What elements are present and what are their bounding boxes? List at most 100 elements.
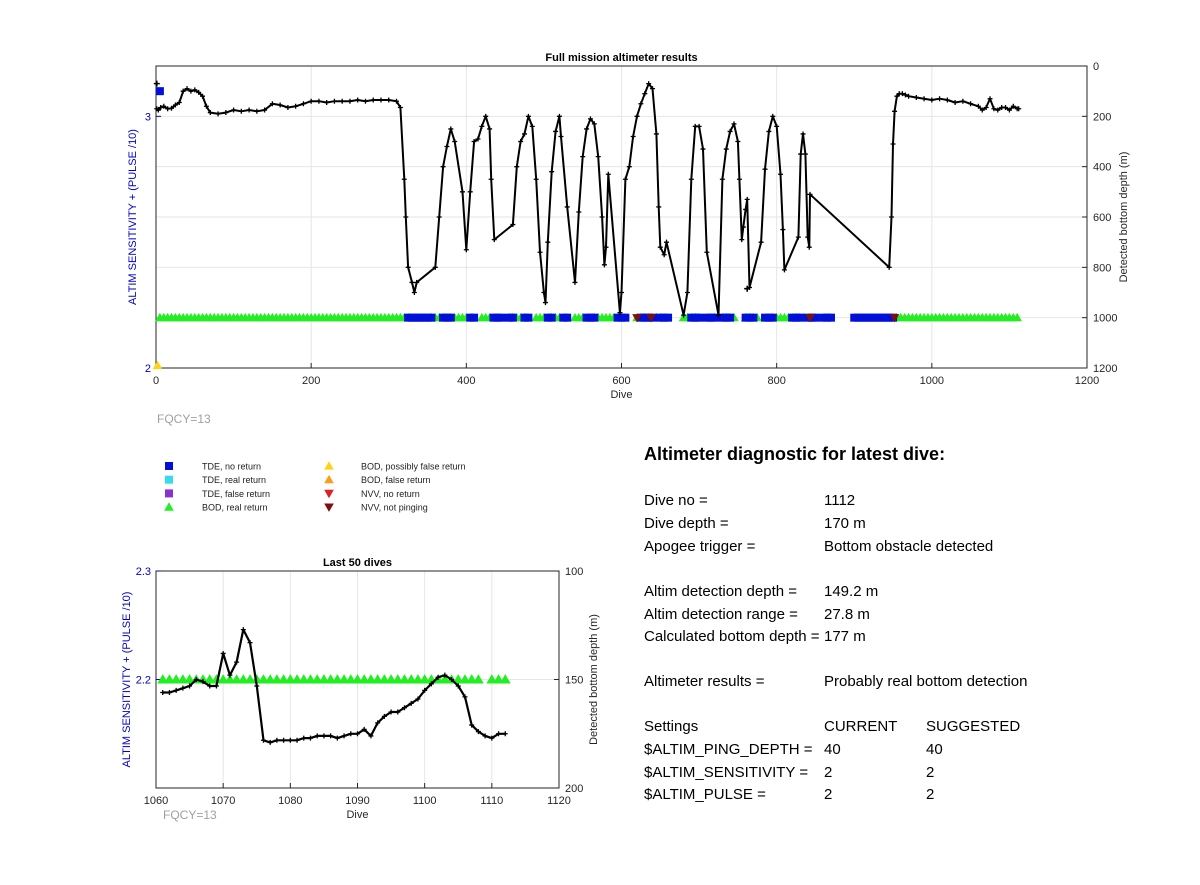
depth-point [207, 683, 213, 689]
depth-point [696, 123, 702, 129]
depth-point [246, 107, 252, 113]
legend-label: BOD, real return [202, 503, 268, 513]
depth-point [397, 105, 403, 111]
x-tick-label: 1100 [413, 795, 437, 807]
depth-point [166, 690, 172, 696]
legend-label: BOD, possibly false return [361, 462, 466, 472]
legend-square-marker [165, 489, 173, 498]
depth-point [960, 98, 966, 104]
depth-point [200, 679, 206, 685]
y-left-axis-label: ALTIM SENSITIVITY + (PULSE /10) [127, 129, 139, 305]
depth-point [603, 244, 609, 250]
depth-point [601, 262, 607, 268]
depth-point [564, 204, 570, 210]
depth-point [173, 687, 179, 693]
depth-point [491, 237, 497, 243]
depth-series-line [162, 628, 506, 744]
depth-point [471, 139, 477, 144]
current-header: CURRENT [824, 718, 898, 735]
apogee-label: Apogee trigger = [644, 538, 756, 555]
tde-no-return-marker [427, 313, 436, 322]
altim-depth-value: 149.2 m [824, 583, 879, 600]
depth-point [798, 151, 804, 157]
depth-point [778, 171, 784, 177]
depth-point [308, 98, 314, 104]
nvv-not-pinging-marker [805, 314, 815, 323]
depth-point [158, 105, 164, 111]
y-right-tick-label: 150 [565, 675, 583, 687]
depth-point [339, 98, 345, 104]
depth-point [979, 107, 985, 113]
nvv-not-pinging-marker [632, 314, 642, 323]
setting-current: 2 [824, 786, 833, 803]
depth-point [267, 739, 273, 745]
dive-no-value: 1112 [824, 492, 856, 509]
y-right-tick-label: 800 [1093, 262, 1111, 274]
tde-no-return-marker [768, 313, 777, 322]
depth-point [192, 87, 198, 93]
depth-point [572, 279, 578, 285]
depth-point [262, 107, 268, 113]
depth-point [723, 146, 729, 152]
tde-no-return-marker [497, 313, 506, 322]
y-right-tick-label: 600 [1093, 212, 1111, 224]
depth-point [231, 107, 237, 113]
depth-point [321, 733, 327, 739]
depth-point [892, 108, 898, 114]
depth-point [1010, 103, 1016, 109]
last-50-dives-chart: 1060 1070 1080 1090 1100 1110 1120 2.2 2.3 100 150… [121, 557, 600, 822]
depth-point [405, 264, 411, 270]
depth-point [944, 97, 950, 103]
depth-point [657, 244, 663, 250]
depth-point [487, 126, 493, 132]
depth-point [294, 737, 300, 743]
depth-point [213, 683, 219, 689]
y-right-tick-label: 200 [1093, 111, 1111, 123]
depth-point [300, 101, 306, 107]
depth-point [444, 144, 450, 150]
depth-point [731, 121, 737, 127]
depth-point [435, 674, 441, 680]
depth-point [469, 722, 475, 728]
legend-square-marker [165, 462, 173, 470]
bod-real-return-marker [473, 674, 484, 684]
depth-point [795, 234, 801, 240]
depth-point [160, 690, 166, 696]
setting-name: $ALTIM_PING_DEPTH = [644, 741, 813, 758]
depth-point [545, 239, 551, 245]
y-right-tick-label: 200 [565, 783, 583, 795]
tde-no-return-marker [826, 313, 835, 322]
depth-point [489, 735, 495, 741]
depth-point [432, 264, 438, 270]
depth-point [739, 237, 745, 243]
depth-point [781, 267, 787, 273]
depth-point [269, 101, 275, 107]
depth-point [254, 683, 260, 689]
x-tick-label: 1120 [547, 795, 571, 807]
depth-point [529, 123, 535, 129]
setting-suggested: 2 [926, 786, 935, 803]
depth-point [537, 249, 543, 255]
depth-outlier-point [744, 285, 751, 292]
x-axis-label: Dive [346, 809, 368, 821]
depth-point [902, 92, 908, 98]
depth-point [281, 737, 287, 743]
altim-range-value: 27.8 m [824, 606, 870, 623]
depth-point [807, 191, 813, 197]
full-mission-chart: 0 200 400 600 800 1000 1200 2 3 0 200 400 600 800 1000… [127, 52, 1130, 426]
depth-point [285, 105, 291, 111]
legend-triangle-up-marker [164, 502, 174, 511]
y-right-tick-label: 0 [1093, 61, 1099, 73]
depth-point [220, 650, 226, 656]
y-left-axis-label: ALTIM SENSITIVITY + (PULSE /10) [121, 592, 133, 768]
depth-point [995, 107, 1001, 113]
depth-point [684, 290, 690, 295]
y-left-tick-label: 2 [145, 363, 151, 375]
depth-point [704, 249, 710, 255]
depth-point [549, 169, 555, 175]
setting-name: $ALTIM_PULSE = [644, 786, 766, 803]
depth-point [440, 164, 446, 170]
tde-no-return-marker [621, 313, 630, 322]
depth-point [968, 101, 974, 107]
